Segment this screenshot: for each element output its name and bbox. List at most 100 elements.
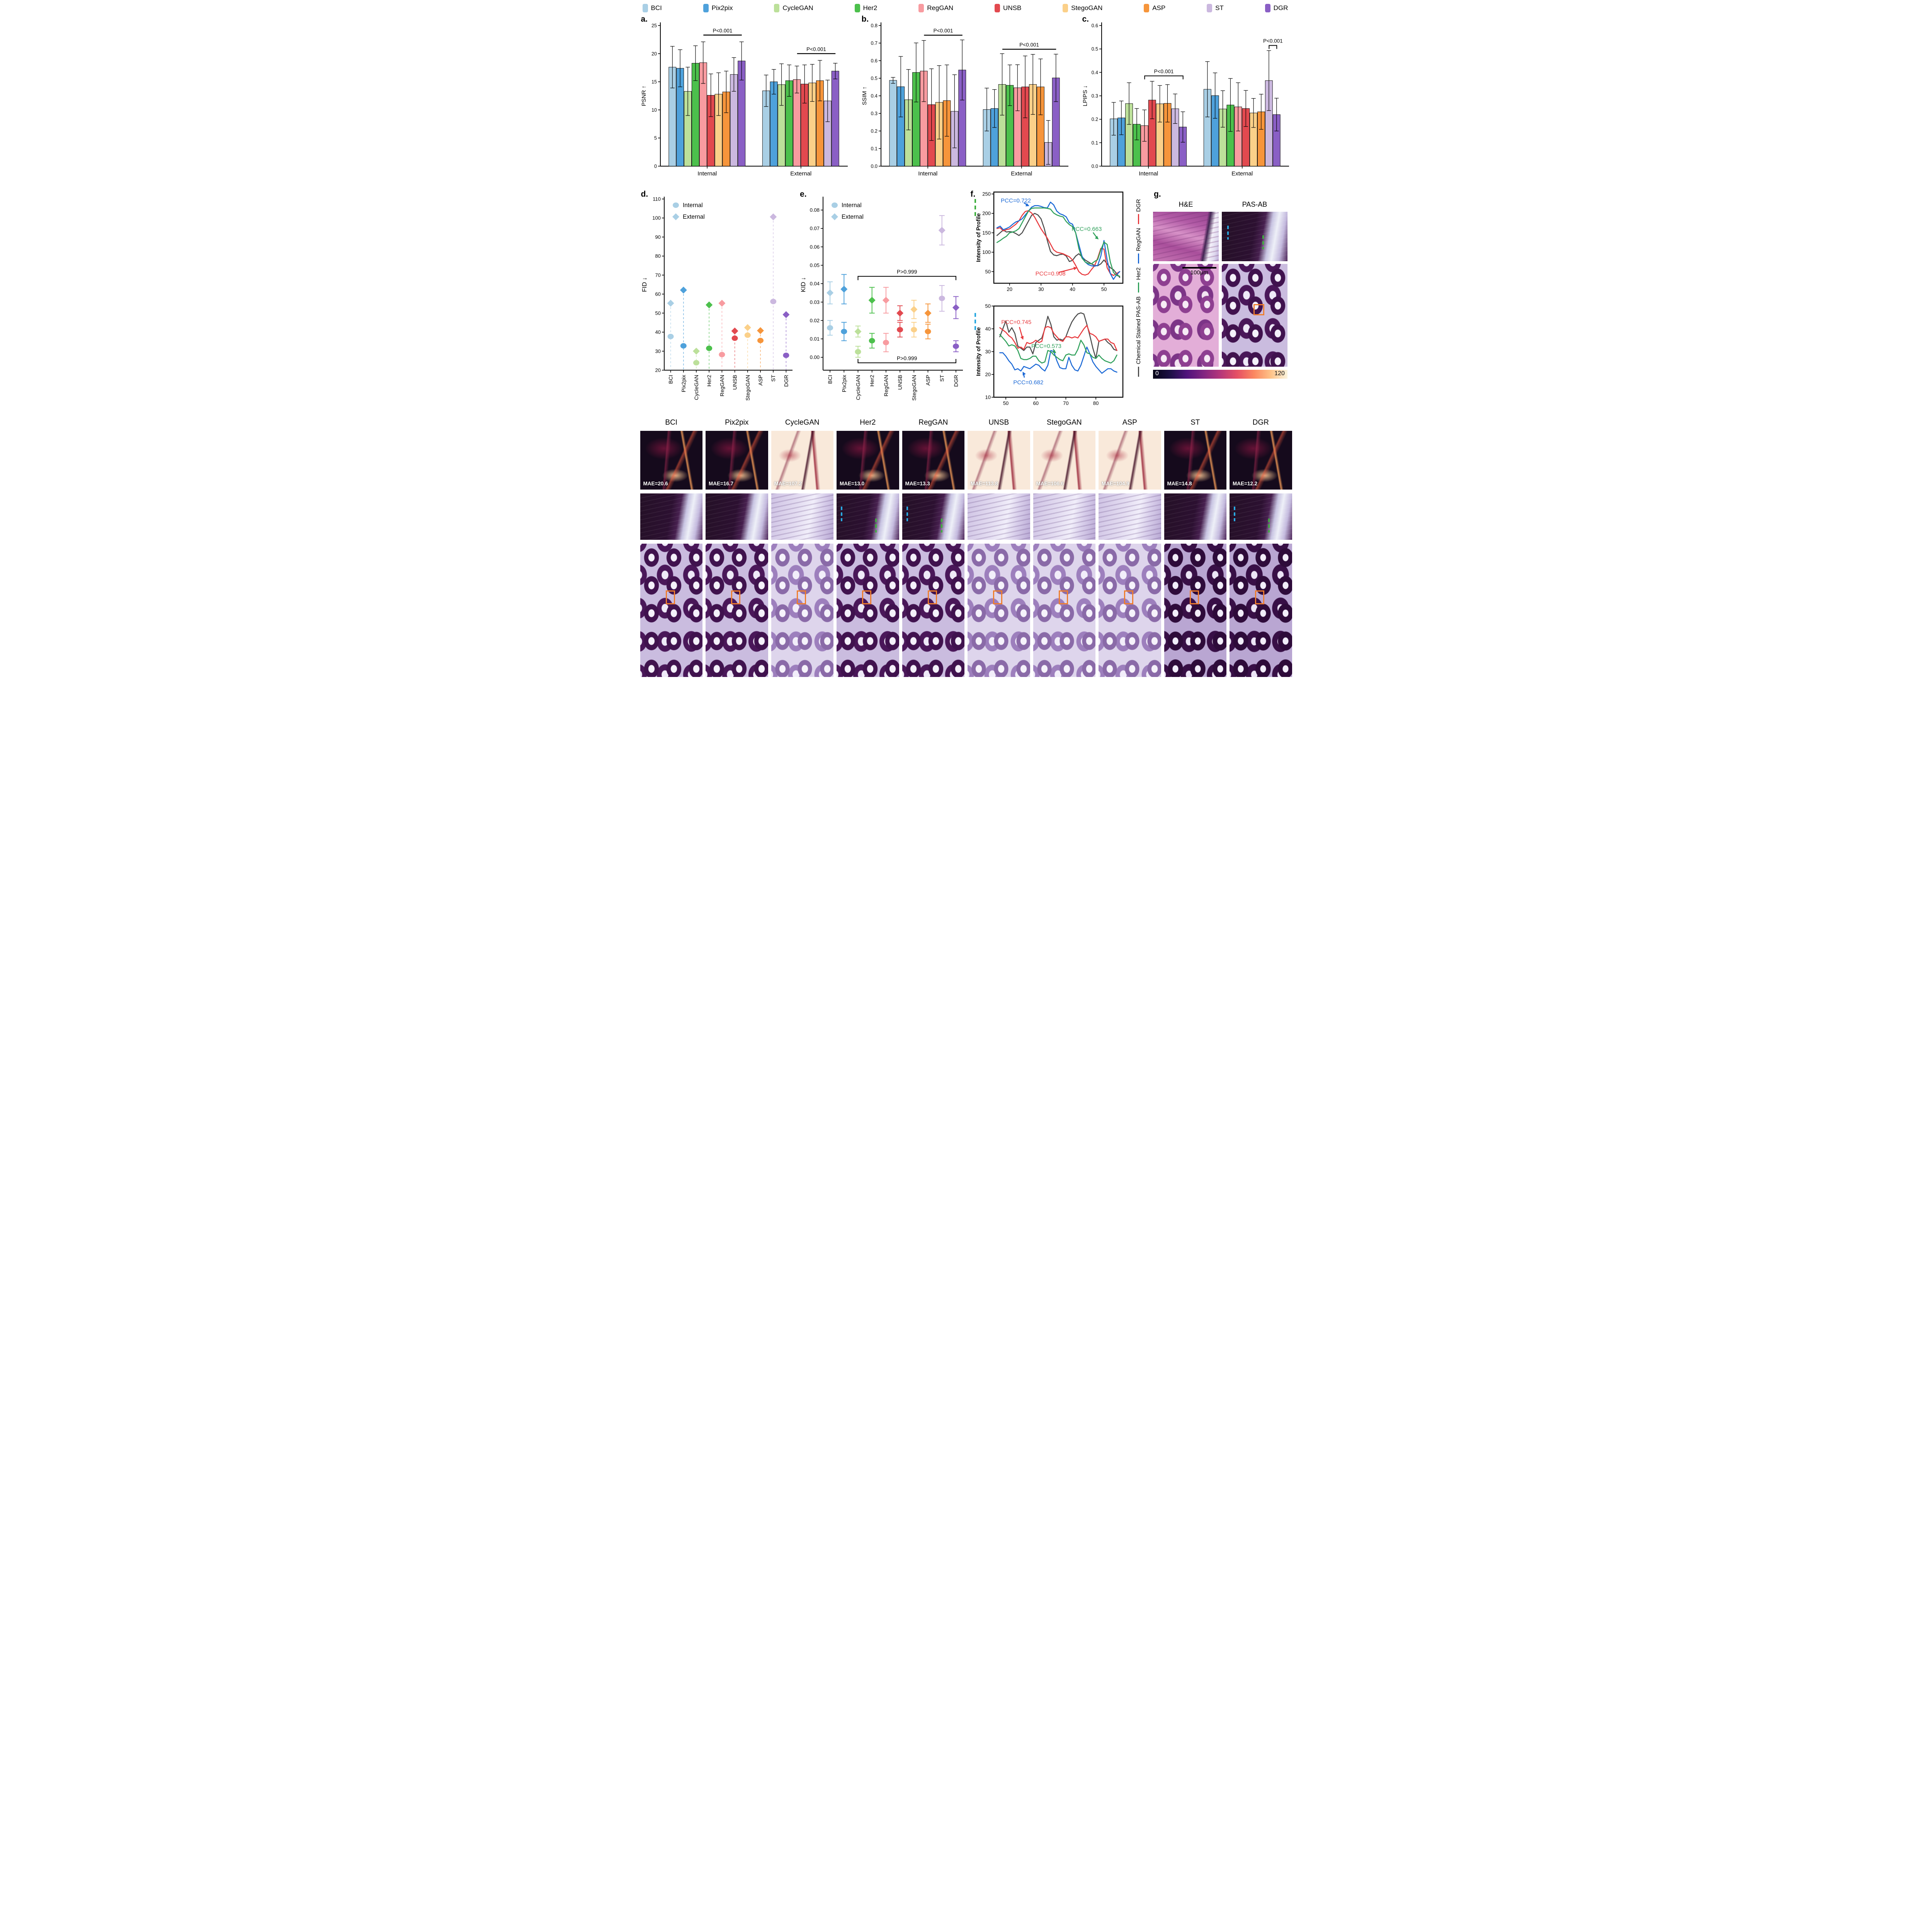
green-profile-marker-icon (1268, 518, 1270, 532)
profile-legend-item-her2: Her2 (1135, 267, 1142, 293)
svg-text:0.5: 0.5 (871, 76, 877, 81)
svg-text:Pix2pix: Pix2pix (680, 375, 686, 392)
error-map-cyclegan: MAE=107.2 (771, 431, 833, 490)
svg-text:PCC=0.722: PCC=0.722 (1001, 197, 1031, 204)
profile-legend-line-icon (1138, 214, 1139, 224)
profile-legend-label: Her2 (1135, 267, 1142, 280)
roi-box (1058, 590, 1068, 604)
svg-text:KID ↓: KID ↓ (800, 277, 807, 292)
svg-text:110: 110 (653, 196, 661, 202)
roi-box (796, 590, 806, 604)
patch-asp (1099, 493, 1161, 540)
svg-text:40: 40 (1070, 286, 1075, 292)
svg-text:0.1: 0.1 (871, 146, 877, 151)
svg-text:15: 15 (651, 79, 657, 85)
svg-text:90: 90 (655, 234, 660, 240)
legend-swatch-icon (774, 4, 780, 12)
svg-text:ASP: ASP (925, 375, 931, 386)
roi-box (731, 590, 741, 604)
he-patch-image (1153, 212, 1219, 261)
full-image-cyclegan (771, 544, 833, 677)
svg-text:60: 60 (1033, 400, 1038, 406)
legend-label: Her2 (863, 4, 878, 12)
blue-dashed-profile-icon (974, 313, 976, 331)
error-map-her2: MAE=13.0 (837, 431, 899, 490)
scale-bar-line (1182, 267, 1216, 269)
legend-label: Pix2pix (711, 4, 733, 12)
profile-legend-line-icon (1138, 366, 1139, 377)
error-map-unsb: MAE=113.8 (968, 431, 1030, 490)
svg-text:External: External (790, 170, 811, 177)
svg-text:BCI: BCI (827, 375, 833, 384)
panel-a-tag: a. (641, 15, 648, 24)
column-label-st: ST (1190, 418, 1200, 427)
column-label-bci: BCI (665, 418, 678, 427)
svg-text:0.05: 0.05 (810, 262, 820, 268)
svg-text:Internal: Internal (1139, 170, 1158, 177)
profile-bottom-wrap: 10 20 30 40 50 50 60 70 80 Intensity of Profile PC… (974, 303, 1127, 414)
svg-text:20: 20 (655, 367, 660, 373)
legend-swatch-icon (1265, 4, 1270, 12)
legend-item-pix2pix: Pix2pix (703, 4, 733, 12)
full-image-dgr (1230, 544, 1292, 677)
legend-label: BCI (651, 4, 662, 12)
svg-text:70: 70 (1063, 400, 1068, 406)
svg-text:20: 20 (1007, 286, 1012, 292)
roi-box (1189, 590, 1199, 604)
svg-text:PCC=0.682: PCC=0.682 (1013, 379, 1043, 386)
panel-d-fid: d. 20 30 40 50 60 70 80 90 100 110 FID ↓ BCI Pix2pix… (640, 189, 799, 414)
svg-text:0.5: 0.5 (1091, 46, 1098, 52)
comparison-grid: BCI Pix2pix CycleGAN Her2 RegGAN UNSB StegoGAN… (640, 418, 1292, 677)
svg-text:Pix2pix: Pix2pix (841, 375, 847, 392)
profile-legend-item-dgr: DGR (1135, 199, 1142, 224)
patch-unsb (968, 493, 1030, 540)
svg-text:PCC=0.745: PCC=0.745 (1001, 319, 1031, 325)
pasab-column: PAS-AB (1221, 201, 1287, 367)
svg-text:0.6: 0.6 (871, 58, 877, 64)
svg-text:RegGAN: RegGAN (883, 375, 889, 396)
colorbar-max-label: 120 (1274, 370, 1285, 377)
error-map-dgr: MAE=12.2 (1230, 431, 1292, 490)
svg-text:Internal: Internal (683, 202, 703, 209)
mae-value: MAE=14.8 (1167, 481, 1192, 486)
svg-text:50: 50 (655, 310, 660, 316)
full-image-unsb (968, 544, 1030, 677)
svg-text:Her2: Her2 (706, 375, 712, 387)
svg-text:DGR: DGR (953, 375, 959, 387)
svg-text:P>0.999: P>0.999 (897, 355, 917, 361)
svg-text:0.6: 0.6 (1091, 23, 1098, 29)
legend-item-st: ST (1207, 4, 1224, 12)
histology-grid: H&E 100μm PAS-AB (1153, 201, 1292, 367)
svg-text:5: 5 (654, 136, 657, 141)
panel-f-profiles: f. 50 100 150 200 250 20 30 40 50 Intensity of Pr… (970, 189, 1153, 414)
legend-label: CycleGAN (782, 4, 813, 12)
svg-text:40: 40 (655, 329, 660, 335)
patch-bci (640, 493, 702, 540)
green-profile-marker-icon (1262, 235, 1264, 250)
profile-legend-line-icon (1138, 282, 1139, 293)
patch-her2 (837, 493, 899, 540)
panel-d-tag: d. (641, 190, 648, 199)
panel-e-kid: e. 0.00 0.01 0.02 0.03 0.04 0.05 0.06 0.07 0.08 K… (799, 189, 969, 414)
panel-g-histology: g. H&E 100μm PAS-AB (1153, 189, 1292, 414)
pasab-full-image (1221, 264, 1287, 367)
svg-text:Internal: Internal (842, 202, 862, 209)
svg-text:60: 60 (655, 291, 660, 297)
svg-text:P<0.001: P<0.001 (1019, 42, 1039, 48)
error-map-pix2pix: MAE=16.7 (706, 431, 768, 490)
svg-text:0.06: 0.06 (810, 244, 820, 250)
svg-text:0.2: 0.2 (1091, 117, 1098, 122)
profile-legend-label: Chemical Stained PAS-AB (1135, 296, 1142, 364)
legend-swatch-icon (642, 4, 648, 12)
roi-box (862, 590, 872, 604)
error-map-row: MAE=20.6 MAE=16.7 MAE=107.2 MAE=13.0 MAE=13.… (640, 431, 1292, 490)
mae-value: MAE=107.2 (774, 481, 802, 486)
profile-bottom-line-chart: 10 20 30 40 50 50 60 70 80 Intensity of Profile PC… (976, 303, 1123, 406)
svg-text:50: 50 (1003, 400, 1008, 406)
mae-value: MAE=113.8 (971, 481, 998, 486)
svg-text:ST: ST (939, 375, 945, 382)
panel-e-tag: e. (800, 190, 807, 199)
blue-profile-marker-icon (1234, 506, 1236, 521)
panel-f-tag: f. (970, 190, 976, 199)
legend-item-cyclegan: CycleGAN (774, 4, 813, 12)
